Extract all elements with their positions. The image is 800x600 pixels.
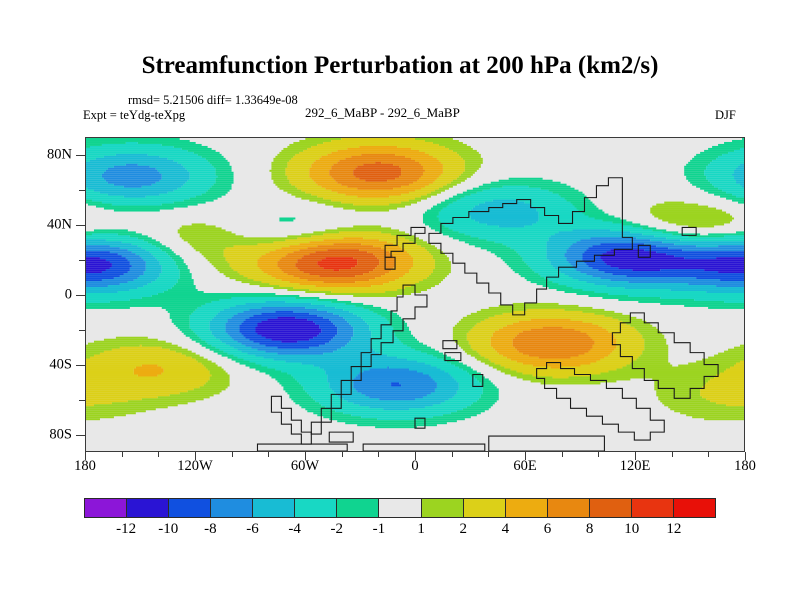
- y-tick-label: 40S: [49, 356, 72, 372]
- x-minor-tick: [121, 452, 123, 457]
- y-minor-tick: [79, 399, 85, 401]
- x-minor-tick: [598, 452, 600, 457]
- colorbar-cell[interactable]: [169, 499, 212, 517]
- y-major-tick: [76, 364, 85, 366]
- colorbar-cell[interactable]: [463, 499, 506, 517]
- x-minor-tick: [671, 452, 673, 457]
- colorbar-tick-label: 12: [666, 521, 682, 537]
- x-tick-label: 0: [411, 458, 419, 474]
- colorbar-cell[interactable]: [295, 499, 338, 517]
- colorbar-cell[interactable]: [337, 499, 380, 517]
- y-tick-label: 40N: [47, 216, 72, 232]
- x-minor-tick: [451, 452, 453, 457]
- colorbar[interactable]: [84, 498, 716, 518]
- x-minor-tick: [158, 452, 160, 457]
- y-major-tick: [76, 294, 85, 296]
- colorbar-cell[interactable]: [85, 499, 128, 517]
- colorbar-tick-label: -8: [204, 521, 217, 537]
- x-major-tick: [745, 452, 746, 460]
- colorbar-cell[interactable]: [211, 499, 254, 517]
- colorbar-cell[interactable]: [589, 499, 632, 517]
- colorbar-cell[interactable]: [127, 499, 170, 517]
- y-major-tick: [76, 154, 85, 156]
- colorbar-tick-label: 10: [624, 521, 640, 537]
- map-frame: [85, 137, 745, 452]
- colorbar-tick-label: 8: [585, 521, 594, 537]
- x-tick-label: 120W: [177, 458, 213, 474]
- x-tick-label: 60E: [513, 458, 537, 474]
- colorbar-tick-label: -4: [288, 521, 301, 537]
- page-title: Streamfunction Perturbation at 200 hPa (…: [141, 52, 659, 79]
- colorbar-cell[interactable]: [547, 499, 590, 517]
- y-minor-tick: [79, 259, 85, 261]
- map-plot-area: [85, 137, 745, 452]
- colorbar-cell[interactable]: [673, 499, 715, 517]
- experiment-label: Expt = teYdg-teXpg: [83, 108, 186, 122]
- y-major-tick: [76, 434, 85, 436]
- y-tick-label: 80N: [47, 146, 72, 162]
- x-major-tick: [195, 452, 196, 460]
- colorbar-tick-label: -1: [372, 521, 386, 537]
- colorbar-cell[interactable]: [379, 499, 422, 517]
- streamfunction-contour-field: [86, 138, 744, 429]
- x-minor-tick: [268, 452, 270, 457]
- run-comparison-label: 292_6_MaBP - 292_6_MaBP: [305, 105, 460, 120]
- colorbar-cell[interactable]: [631, 499, 674, 517]
- colorbar-tick-label: 4: [501, 521, 510, 537]
- x-major-tick: [525, 452, 526, 460]
- x-minor-tick: [341, 452, 343, 457]
- y-minor-tick: [79, 329, 85, 331]
- x-minor-tick: [488, 452, 490, 457]
- x-minor-tick: [708, 452, 710, 457]
- x-major-tick: [305, 452, 306, 460]
- x-major-tick: [415, 452, 416, 460]
- x-tick-label: 180: [74, 458, 96, 474]
- y-minor-tick: [79, 189, 85, 191]
- colorbar-tick-label: -10: [158, 521, 179, 537]
- x-tick-label: 180: [734, 458, 756, 474]
- colorbar-cell[interactable]: [253, 499, 296, 517]
- colorbar-tick-label: -12: [116, 521, 137, 537]
- season-label: DJF: [715, 108, 736, 122]
- x-minor-tick: [561, 452, 563, 457]
- y-tick-label: 0: [64, 286, 72, 302]
- x-minor-tick: [231, 452, 233, 457]
- stats-line: rmsd= 5.21506 diff= 1.33649e-08: [128, 93, 298, 107]
- colorbar-tick-label: 1: [417, 521, 425, 537]
- colorbar-tick-label: 6: [543, 521, 552, 537]
- coastline-overlay: [256, 177, 719, 451]
- colorbar-tick-label: -6: [246, 521, 259, 537]
- colorbar-cell[interactable]: [421, 499, 464, 517]
- x-major-tick: [635, 452, 636, 460]
- y-major-tick: [76, 224, 85, 226]
- x-minor-tick: [378, 452, 380, 457]
- y-tick-label: 80S: [49, 426, 72, 442]
- colorbar-tick-label: 2: [459, 521, 467, 537]
- colorbar-cell[interactable]: [505, 499, 548, 517]
- x-tick-label: 60W: [290, 458, 320, 474]
- x-tick-label: 120E: [619, 458, 651, 474]
- colorbar-tick-label: -2: [330, 521, 344, 537]
- x-major-tick: [85, 452, 86, 460]
